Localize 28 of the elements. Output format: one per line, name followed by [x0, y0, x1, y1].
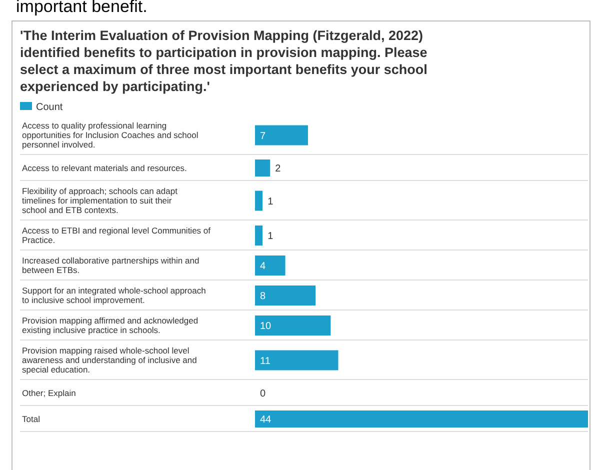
y-tick-label: Provision mapping affirmed and acknowledged existing inclusive practice in schools.: [22, 316, 198, 335]
data-label: 11: [260, 356, 271, 367]
data-label: 10: [260, 321, 272, 332]
y-tick-label: Support for an integrated whole-school approach to inclusive school improvement.: [22, 286, 206, 305]
bar: [255, 125, 308, 146]
data-label: 0: [260, 388, 266, 400]
legend-label: Count: [36, 102, 63, 113]
y-tick-label: Access to quality professional learning opportunities for Inclusion Coaches and school personnel involved.: [22, 120, 198, 150]
data-label: 8: [260, 291, 266, 302]
y-tick-label: Access to ETBI and regional level Communities of Practice.: [22, 226, 212, 245]
y-tick-label: Access to relevant materials and resources.: [22, 162, 187, 173]
y-tick-label: Increased collaborative partnerships within and between ETBs.: [22, 256, 200, 275]
bar: [255, 286, 316, 306]
y-tick-label: Other; Explain: [22, 388, 76, 398]
y-tick-label: Provision mapping raised whole-school level awareness and understanding of inclusive and special education.: [22, 346, 198, 374]
chart-title: 'The Interim Evaluation of Provision Mapping (Fitzgerald, 2022) identified benefits to participation in provision mapping. Please select a maximum of three most important benefits your school experienced by participating.': [20, 28, 428, 94]
data-label: 4: [260, 261, 266, 272]
text: important benefit.: [16, 0, 148, 16]
data-label: 44: [260, 414, 272, 426]
bar: [255, 190, 263, 211]
y-tick-label: Total: [22, 414, 40, 424]
data-label: 2: [275, 164, 282, 174]
y-tick-label: Flexibility of approach; schools can adapt timelines for implementation to suit their school and ETB contexts.: [22, 186, 178, 215]
data-label: 1: [268, 196, 274, 208]
bar: [255, 350, 338, 370]
bar: [255, 256, 286, 276]
data-label: 7: [260, 130, 266, 142]
data-label: 1: [268, 231, 274, 242]
